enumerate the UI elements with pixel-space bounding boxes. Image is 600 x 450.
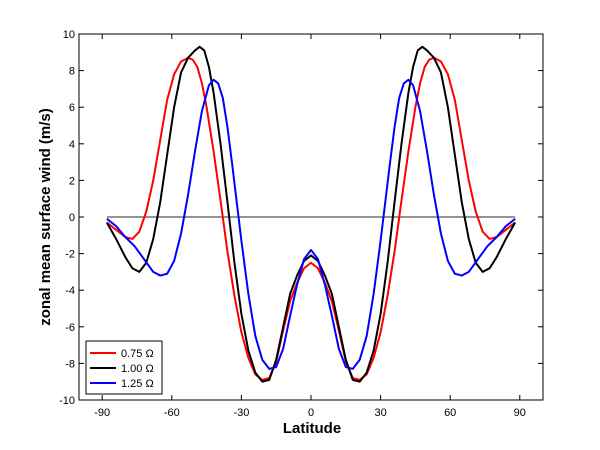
x-tick-label: -60 bbox=[164, 407, 180, 419]
legend-label: 1.25 Ω bbox=[121, 378, 154, 390]
legend-label: 1.00 Ω bbox=[121, 363, 154, 375]
y-tick-label: 6 bbox=[69, 102, 75, 114]
x-tick-label: -90 bbox=[94, 407, 110, 419]
x-tick-label: 30 bbox=[374, 407, 386, 419]
legend-label: 0.75 Ω bbox=[121, 348, 154, 360]
legend: 0.75 Ω 1.00 Ω 1.25 Ω bbox=[85, 340, 163, 395]
y-tick-label: -4 bbox=[65, 285, 75, 297]
y-tick-label: -2 bbox=[65, 249, 75, 261]
y-tick-label: 4 bbox=[69, 139, 75, 151]
x-tick-label: 0 bbox=[308, 407, 314, 419]
x-tick-label: 90 bbox=[514, 407, 526, 419]
series-line-1 bbox=[106, 56, 516, 381]
y-tick-label: 10 bbox=[63, 29, 75, 41]
series-line-3 bbox=[106, 78, 516, 370]
series-line-2 bbox=[105, 45, 517, 383]
y-tick-label: -8 bbox=[65, 358, 75, 370]
x-tick-label: 60 bbox=[444, 407, 456, 419]
y-tick-label: 0 bbox=[69, 212, 75, 224]
x-tick-label: -30 bbox=[233, 407, 249, 419]
y-tick-label: -10 bbox=[59, 395, 75, 407]
y-axis-title: zonal mean surface wind (m/s) bbox=[37, 108, 54, 326]
plot-area bbox=[78, 33, 544, 401]
y-tick-label: 2 bbox=[69, 175, 75, 187]
y-tick-label: -6 bbox=[65, 322, 75, 334]
y-axis: -10 -8 -6 -4 -2 0 2 4 6 8 10 bbox=[59, 29, 543, 407]
x-axis-title: Latitude bbox=[283, 420, 341, 437]
y-tick-label: 8 bbox=[69, 66, 75, 78]
x-axis: -90 -60 -30 0 30 60 90 bbox=[94, 34, 526, 419]
